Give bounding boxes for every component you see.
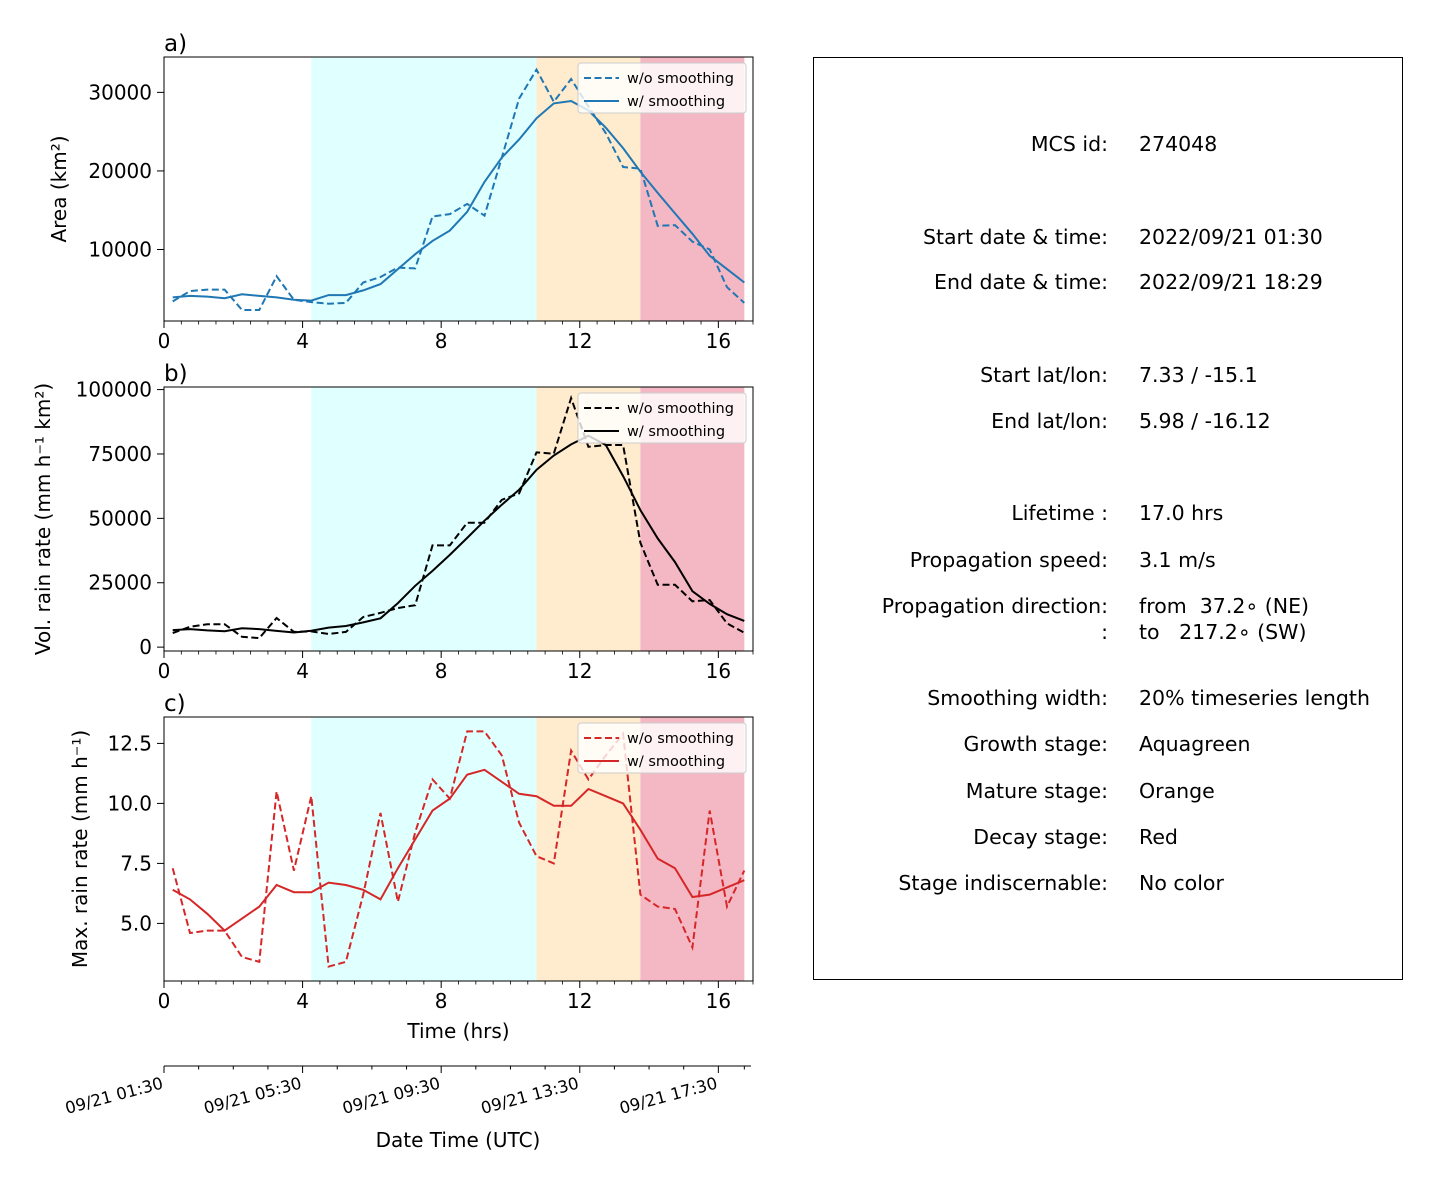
y-axis-label: Vol. rain rate (mm h⁻¹ km²) — [31, 383, 55, 655]
legend: w/o smoothing w/ smoothing — [577, 62, 747, 114]
y-tick-label: 30000 — [88, 80, 152, 104]
info-value: 5.98 / -16.12 — [1139, 409, 1271, 433]
info-label: End date & time: — [934, 270, 1108, 294]
datetime-axis: 09/21 01:30 09/21 05:30 09/21 09:30 09/21 1… — [63, 1065, 751, 1152]
series-line-unsmoothed — [171, 730, 746, 968]
y-tick-label: 0 — [139, 635, 152, 659]
info-label: Lifetime : — [1011, 501, 1108, 525]
series-line-unsmoothed — [172, 67, 745, 311]
datetime-tick-label: 09/21 13:30 — [479, 1074, 581, 1118]
info-label: Stage indiscernable: — [898, 871, 1108, 895]
x-tick-label: 8 — [435, 659, 448, 683]
datetime-tick-label: 09/21 05:30 — [202, 1074, 304, 1118]
info-label: Decay stage: — [973, 825, 1108, 849]
y-tick-label: 100000 — [76, 378, 152, 402]
y-axis-label: Area (km²) — [47, 135, 71, 242]
x-tick-label: 12 — [567, 989, 592, 1013]
y-tick-label: 5.0 — [120, 911, 152, 935]
info-value: 3.1 m/s — [1139, 548, 1216, 572]
y-tick-label: 7.5 — [120, 851, 152, 875]
info-label: MCS id: — [1030, 132, 1108, 156]
x-tick-label: 16 — [706, 989, 731, 1013]
panel-label: a) — [164, 31, 187, 57]
x-tick-label: 4 — [296, 989, 309, 1013]
legend-box — [577, 62, 747, 114]
x-tick-label: 0 — [158, 659, 171, 683]
panel-b: 0 4 8 12 16 0 25000 50000 75000 100000 b) Vol. rain… — [31, 361, 754, 683]
info-label: Mature stage: — [965, 779, 1108, 803]
info-value: No color — [1139, 871, 1224, 895]
info-label: Start lat/lon: — [980, 363, 1108, 387]
x-tick-label: 0 — [158, 989, 171, 1013]
datetime-tick-label: 09/21 17:30 — [618, 1074, 720, 1118]
panel-label: b) — [164, 361, 188, 387]
legend-label: w/ smoothing — [627, 424, 725, 440]
y-tick-label: 75000 — [88, 442, 152, 466]
stage-band-aquagreen — [311, 387, 537, 651]
y-tick-label: 10.0 — [107, 791, 152, 815]
info-panel: MCS id: 274048 Start date & time: 2022/09/… — [813, 57, 1403, 980]
info-label: Propagation speed: — [909, 548, 1108, 572]
y-tick-label: 25000 — [88, 571, 152, 595]
x-tick-label: 4 — [296, 329, 309, 353]
legend-box — [577, 392, 747, 444]
info-label: Growth stage: — [963, 732, 1108, 756]
info-value: 2022/09/21 18:29 — [1139, 270, 1323, 294]
series-line-smoothed — [172, 768, 745, 932]
info-value: from 37.2∘ (NE) — [1139, 594, 1310, 618]
datetime-tick-label: 09/21 01:30 — [63, 1074, 165, 1118]
y-tick-label: 10000 — [88, 238, 152, 262]
info-label: Propagation direction: — [881, 594, 1108, 618]
x-tick-label: 8 — [435, 329, 448, 353]
stage-band-aquagreen — [311, 57, 537, 321]
x-axis-label: Time (hrs) — [406, 1019, 509, 1043]
info-label: : — [1101, 620, 1108, 644]
info-value: Red — [1139, 825, 1178, 849]
datetime-axis-label: Date Time (UTC) — [376, 1128, 541, 1152]
series-line-smoothed — [172, 99, 745, 302]
y-tick-label: 12.5 — [107, 731, 152, 755]
x-tick-label: 12 — [567, 659, 592, 683]
panel-label: c) — [164, 691, 186, 717]
x-tick-label: 0 — [158, 329, 171, 353]
info-value: Aquagreen — [1139, 732, 1251, 756]
info-value: 7.33 / -15.1 — [1139, 363, 1258, 387]
info-value: 17.0 hrs — [1139, 501, 1224, 525]
info-label: End lat/lon: — [991, 409, 1108, 433]
x-tick-label: 12 — [567, 329, 592, 353]
y-axis-label: Max. rain rate (mm h⁻¹) — [68, 730, 92, 968]
stage-band-aquagreen — [311, 717, 537, 981]
x-tick-label: 4 — [296, 659, 309, 683]
legend: w/o smoothing w/ smoothing — [577, 392, 747, 444]
legend-box — [577, 722, 747, 774]
info-label: Start date & time: — [922, 225, 1108, 249]
info-value: 20% timeseries length — [1139, 686, 1370, 710]
info-value: to 217.2∘ (SW) — [1139, 620, 1307, 644]
y-tick-label: 50000 — [88, 506, 152, 530]
series-line-smoothed — [172, 434, 745, 634]
legend: w/o smoothing w/ smoothing — [577, 722, 747, 774]
series-line-unsmoothed — [172, 394, 745, 640]
y-tick-label: 20000 — [88, 159, 152, 183]
x-tick-label: 16 — [706, 329, 731, 353]
legend-label: w/ smoothing — [627, 94, 725, 110]
info-value: Orange — [1139, 779, 1215, 803]
info-label: Smoothing width: — [927, 686, 1108, 710]
legend-label: w/o smoothing — [627, 731, 734, 747]
panel-c: 0 4 8 12 16 5.0 7.5 10.0 12.5 c) Max. rain rate (m… — [68, 691, 754, 1043]
panel-a: 0 4 8 12 16 10000 20000 30000 a) Area (km²) w/o sm… — [47, 31, 754, 353]
datetime-tick-label: 09/21 09:30 — [340, 1074, 442, 1118]
legend-label: w/o smoothing — [627, 71, 734, 87]
legend-label: w/o smoothing — [627, 401, 734, 417]
legend-label: w/ smoothing — [627, 754, 725, 770]
x-tick-label: 8 — [435, 989, 448, 1013]
info-value: 274048 — [1139, 132, 1218, 156]
x-tick-label: 16 — [706, 659, 731, 683]
info-value: 2022/09/21 01:30 — [1139, 225, 1323, 249]
